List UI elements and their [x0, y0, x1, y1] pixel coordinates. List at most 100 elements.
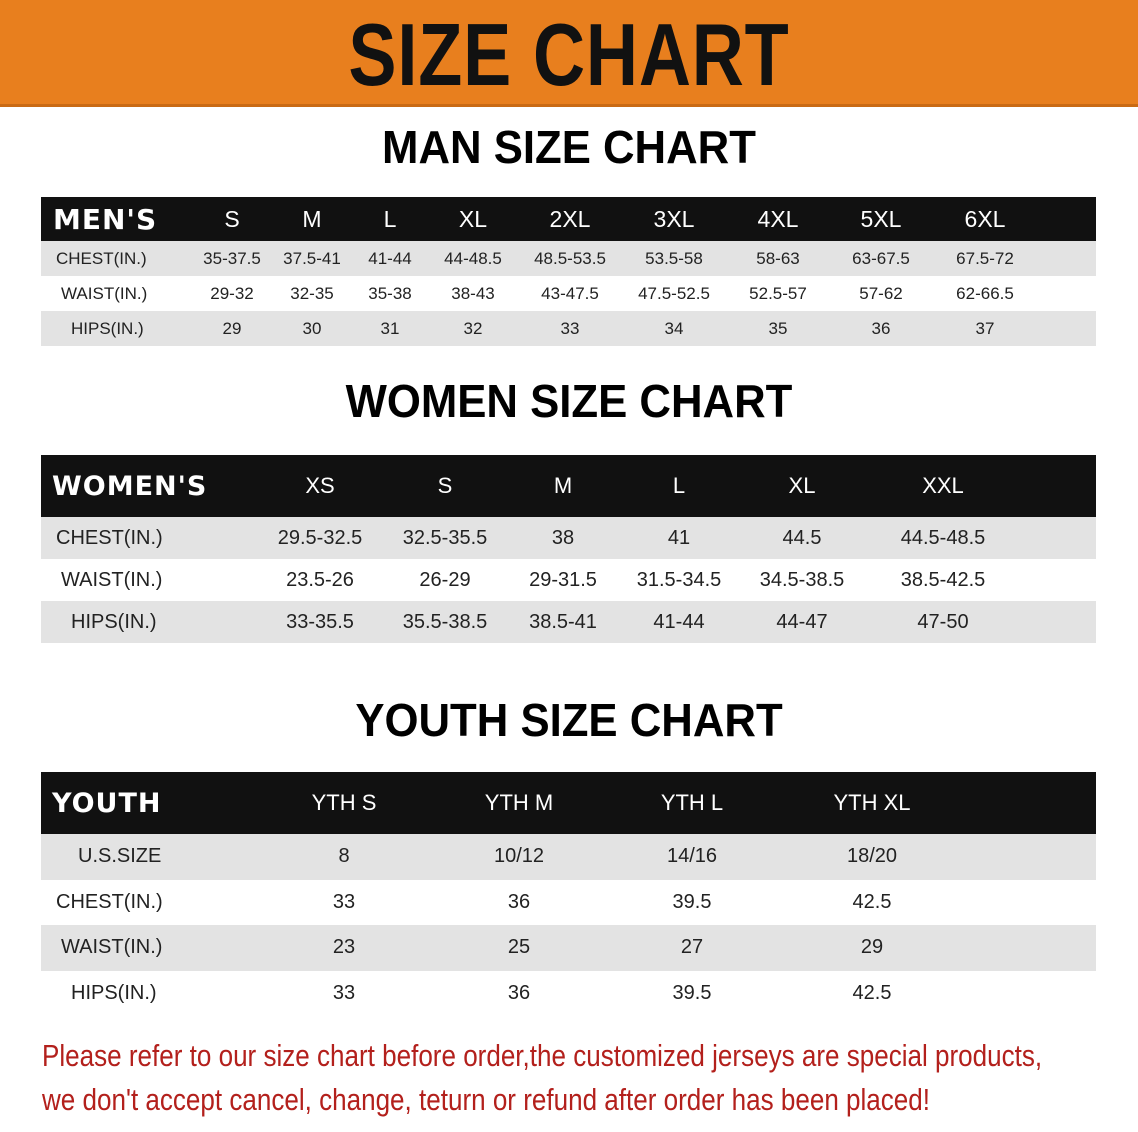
- measurement-value: 29: [860, 936, 884, 959]
- youth-size-table: YOUTH YTH S YTH M YTH L YTH XL U.S.SIZE 8 10/12…: [41, 772, 1096, 1016]
- size-header-cell: YTH M: [484, 790, 554, 815]
- measurement-value: 23.5-26: [286, 568, 354, 591]
- size-header-cell: XL: [458, 205, 488, 232]
- women-section-title: WOMEN SIZE CHART: [345, 375, 793, 427]
- size-header-cell: 6XL: [964, 205, 1006, 232]
- banner-title: SIZE CHART: [348, 5, 790, 104]
- measurement-value: 29.5-32.5: [277, 526, 363, 549]
- size-header-cell: 5XL: [860, 205, 902, 232]
- table-row: CHEST(IN.) 29.5-32.5 32.5-35.5 38 41 44.5 44.5…: [41, 517, 1096, 559]
- measurement-value: 35-38: [368, 283, 412, 303]
- measurement-value: 37: [975, 318, 995, 338]
- measurement-value: 38: [551, 526, 575, 549]
- banner: SIZE CHART: [0, 0, 1138, 107]
- size-header-cell: 4XL: [757, 205, 799, 232]
- measurement-value: 14/16: [666, 845, 718, 868]
- measurement-value: 32.5-35.5: [402, 526, 488, 549]
- measurement-value: 48.5-53.5: [534, 248, 606, 268]
- measurement-value: 33: [560, 318, 580, 338]
- measurement-value: 29-31.5: [529, 568, 597, 591]
- measurement-value: 38.5-41: [529, 610, 597, 633]
- measurement-value: 27: [680, 936, 704, 959]
- measurement-value: 26-29: [419, 568, 471, 591]
- measurement-value: 36: [507, 981, 531, 1004]
- measurement-value: 25: [507, 936, 531, 959]
- measurement-label: WAIST(IN.): [61, 568, 163, 591]
- measurement-value: 58-63: [756, 248, 800, 268]
- table-row: U.S.SIZE 8 10/12 14/16 18/20: [41, 834, 1096, 880]
- size-header-cell: XXL: [922, 473, 964, 498]
- size-header-cell: YTH S: [311, 790, 377, 815]
- measurement-value: 33-35.5: [286, 610, 354, 633]
- table-title-cell: WOMEN'S: [52, 470, 208, 502]
- size-header-cell: S: [224, 205, 240, 232]
- measurement-label: HIPS(IN.): [71, 318, 144, 338]
- men-header-row: MEN'S S M L XL 2XL 3XL 4XL 5XL 6XL: [41, 197, 1096, 241]
- policy-note-line-2: we don't accept cancel, change, teturn o…: [42, 1082, 931, 1117]
- measurement-value: 41: [667, 526, 691, 549]
- table-row: CHEST(IN.) 35-37.5 37.5-41 41-44 44-48.5 48.5…: [41, 241, 1096, 276]
- size-header-cell: XS: [305, 473, 335, 498]
- table-row: WAIST(IN.) 23.5-26 26-29 29-31.5 31.5-34.5 34…: [41, 559, 1096, 601]
- table-row: WAIST(IN.) 23 25 27 29: [41, 925, 1096, 971]
- measurement-value: 44-47: [776, 610, 828, 633]
- measurement-value: 41-44: [653, 610, 705, 633]
- measurement-value: 32-35: [290, 283, 334, 303]
- measurement-value: 10/12: [493, 845, 545, 868]
- measurement-value: 67.5-72: [956, 248, 1014, 268]
- measurement-value: 29: [222, 318, 242, 338]
- table-row: WAIST(IN.) 29-32 32-35 35-38 38-43 43-47.5 47.…: [41, 276, 1096, 311]
- measurement-value: 35: [768, 318, 788, 338]
- table-row: HIPS(IN.) 33-35.5 35.5-38.5 38.5-41 41-44 44-…: [41, 601, 1096, 643]
- policy-note-line-1: Please refer to our size chart before or…: [42, 1038, 1043, 1073]
- women-header-row: WOMEN'S XS S M L XL XXL: [41, 455, 1096, 517]
- size-header-cell: S: [437, 473, 453, 498]
- measurement-value: 39.5: [672, 981, 712, 1004]
- measurement-value: 34.5-38.5: [759, 568, 845, 591]
- size-header-cell: 2XL: [549, 205, 591, 232]
- measurement-value: 52.5-57: [749, 283, 807, 303]
- measurement-value: 42.5: [852, 890, 892, 913]
- size-header-cell: M: [553, 473, 573, 498]
- measurement-value: 30: [302, 318, 322, 338]
- measurement-value: 44.5: [782, 526, 822, 549]
- measurement-value: 38.5-42.5: [900, 568, 986, 591]
- measurement-value: 35.5-38.5: [402, 610, 488, 633]
- measurement-value: 36: [507, 890, 531, 913]
- measurement-value: 39.5: [672, 890, 712, 913]
- table-title-cell: MEN'S: [53, 202, 158, 236]
- measurement-value: 34: [664, 318, 684, 338]
- measurement-value: 38-43: [451, 283, 495, 303]
- measurement-value: 33: [332, 981, 356, 1004]
- measurement-label: HIPS(IN.): [71, 610, 157, 633]
- measurement-value: 43-47.5: [541, 283, 599, 303]
- measurement-value: 47.5-52.5: [638, 283, 710, 303]
- measurement-value: 23: [332, 936, 356, 959]
- measurement-value: 62-66.5: [956, 283, 1014, 303]
- measurement-value: 53.5-58: [645, 248, 703, 268]
- measurement-label: CHEST(IN.): [56, 890, 163, 913]
- measurement-value: 18/20: [846, 845, 898, 868]
- men-section-title: MAN SIZE CHART: [382, 121, 756, 173]
- size-header-cell: XL: [788, 473, 816, 498]
- size-header-cell: YTH L: [660, 790, 724, 815]
- measurement-label: WAIST(IN.): [61, 936, 163, 959]
- measurement-value: 36: [871, 318, 891, 338]
- measurement-value: 35-37.5: [203, 248, 261, 268]
- size-header-cell: M: [302, 205, 322, 232]
- youth-header-row: YOUTH YTH S YTH M YTH L YTH XL: [41, 772, 1096, 834]
- women-size-table: WOMEN'S XS S M L XL XXL CHEST(IN.) 29.5-32.5 32.5…: [41, 455, 1096, 643]
- table-title-cell: YOUTH: [52, 787, 162, 819]
- measurement-value: 63-67.5: [852, 248, 910, 268]
- measurement-value: 33: [332, 890, 356, 913]
- table-row: HIPS(IN.) 29 30 31 32 33 34 35 36 37: [41, 311, 1096, 346]
- measurement-label: CHEST(IN.): [56, 526, 163, 549]
- youth-section-title: YOUTH SIZE CHART: [355, 694, 783, 746]
- measurement-value: 47-50: [917, 610, 969, 633]
- men-size-table: MEN'S S M L XL 2XL 3XL 4XL 5XL 6XL CHEST(IN.) 35-37…: [41, 197, 1096, 346]
- measurement-value: 44-48.5: [444, 248, 502, 268]
- measurement-value: 57-62: [859, 283, 903, 303]
- measurement-value: 8: [338, 845, 350, 868]
- measurement-label: HIPS(IN.): [71, 981, 157, 1004]
